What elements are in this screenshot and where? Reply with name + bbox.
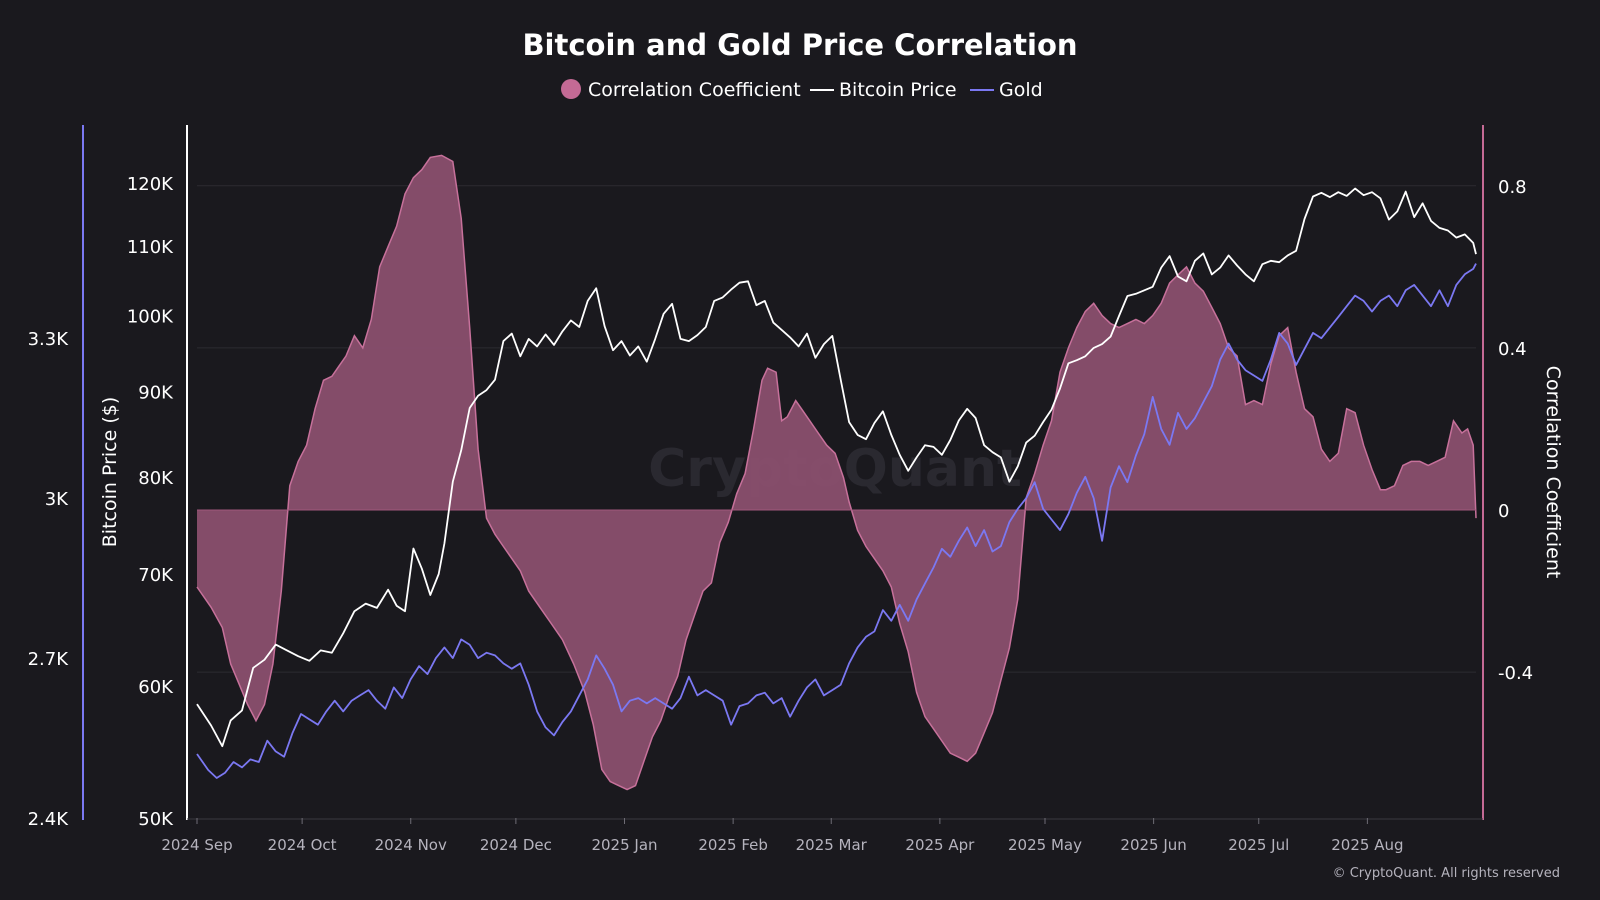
bitcoin-tick-label: 90K (138, 383, 174, 404)
legend-label-bitcoin: Bitcoin Price (839, 79, 957, 101)
bitcoin-tick-label: 50K (138, 809, 174, 830)
correlation-area (197, 155, 1476, 790)
x-tick-label: 2024 Dec (480, 836, 552, 854)
x-axis-ticks: 2024 Sep 2024 Oct 2024 Nov 2024 Dec 2025 Jan… (161, 818, 1403, 854)
gold-tick-label: 3K (45, 489, 69, 510)
bitcoin-tick-label: 70K (138, 565, 174, 586)
correlation-tick-label: 0 (1498, 501, 1509, 522)
bitcoin-tick-label: 100K (127, 306, 174, 327)
x-tick-label: 2025 Jul (1228, 836, 1289, 854)
gold-tick-label: 2.4K (28, 809, 70, 830)
bitcoin-line (196, 187, 1477, 748)
legend-label-correlation: Correlation Coefficient (588, 79, 801, 101)
x-tick-label: 2025 Jun (1120, 836, 1186, 854)
gold-tick-label: 3.3K (28, 329, 70, 350)
bitcoin-axis-title: Bitcoin Price ($) (99, 397, 121, 548)
gold-tick-label: 2.7K (28, 649, 70, 670)
x-tick-label: 2024 Oct (268, 836, 337, 854)
bitcoin-axis-ticks: 50K 60K 70K 80K 90K 100K 110K 120K (127, 174, 174, 830)
legend: Correlation Coefficient Bitcoin Price Go… (561, 79, 1043, 101)
bitcoin-tick-label: 110K (127, 237, 174, 258)
x-tick-label: 2025 Mar (796, 836, 868, 854)
plot-area[interactable] (196, 154, 1477, 791)
x-tick-label: 2025 May (1008, 836, 1082, 854)
x-tick-label: 2024 Sep (161, 836, 232, 854)
x-tick-label: 2025 Apr (905, 836, 975, 854)
x-tick-label: 2025 Jan (591, 836, 657, 854)
bitcoin-tick-label: 80K (138, 468, 174, 489)
gold-axis-ticks: 2.4K 2.7K 3K 3.3K (28, 329, 70, 830)
x-tick-label: 2025 Aug (1331, 836, 1403, 854)
legend-marker-correlation (561, 79, 581, 99)
legend-label-gold: Gold (999, 79, 1043, 101)
legend-item-correlation[interactable]: Correlation Coefficient (561, 79, 801, 101)
legend-item-gold[interactable]: Gold (970, 79, 1043, 101)
correlation-line (196, 154, 1477, 791)
bitcoin-tick-label: 120K (127, 174, 174, 195)
correlation-tick-label: 0.8 (1498, 177, 1527, 198)
correlation-tick-label: -0.4 (1498, 663, 1533, 684)
correlation-axis-ticks: -0.4 0 0.4 0.8 (1498, 177, 1533, 684)
chart-title: Bitcoin and Gold Price Correlation (522, 28, 1077, 62)
correlation-axis-title: Correlation Coefficient (1542, 366, 1564, 579)
x-tick-label: 2024 Nov (375, 836, 447, 854)
copyright-text: © CryptoQuant. All rights reserved (1333, 866, 1560, 881)
correlation-tick-label: 0.4 (1498, 339, 1527, 360)
legend-item-bitcoin[interactable]: Bitcoin Price (810, 79, 957, 101)
x-tick-label: 2025 Feb (698, 836, 768, 854)
gold-line (196, 263, 1477, 779)
bitcoin-tick-label: 60K (138, 677, 174, 698)
